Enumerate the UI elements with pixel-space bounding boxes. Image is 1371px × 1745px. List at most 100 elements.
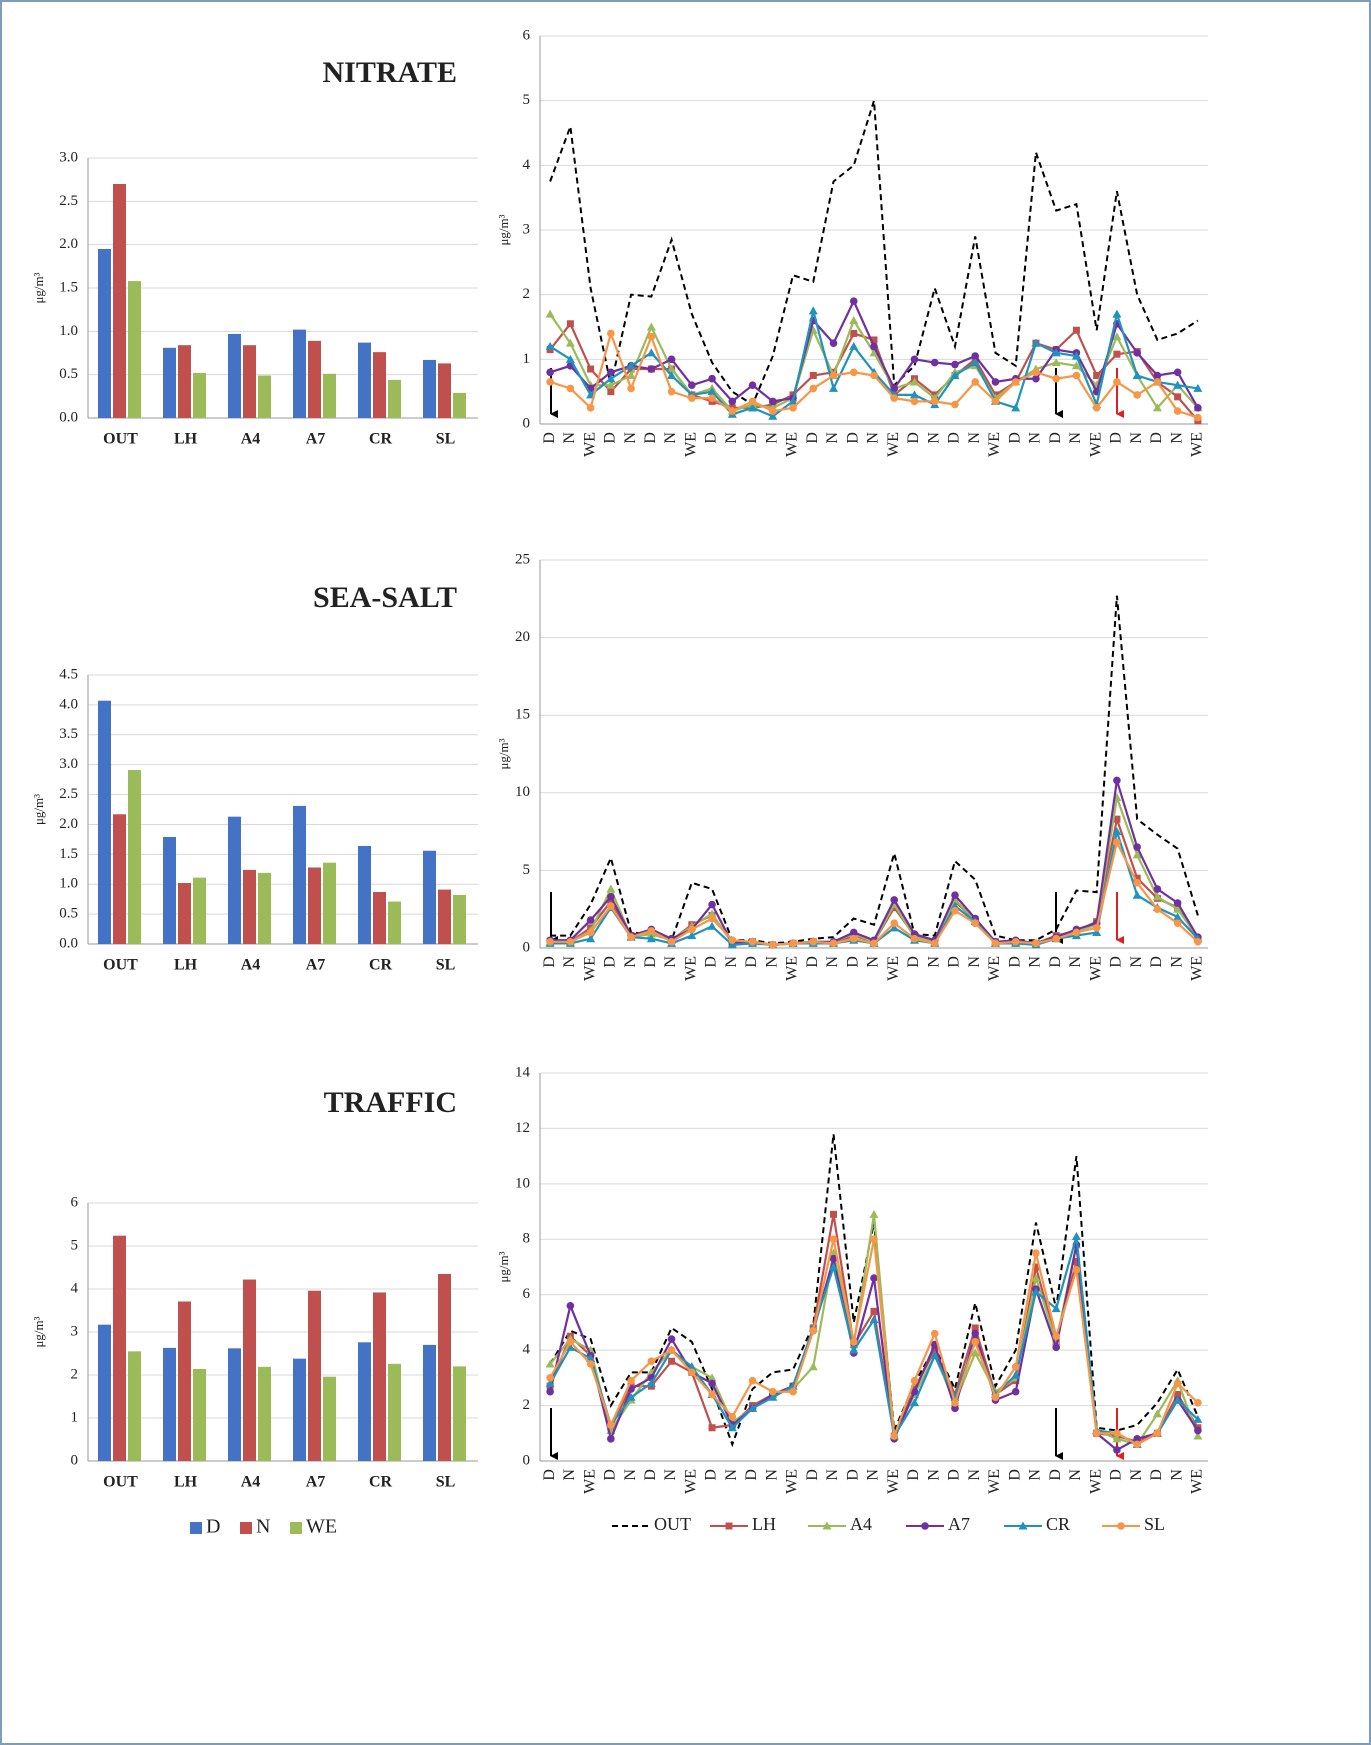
- bar: [438, 889, 451, 944]
- marker: [1174, 393, 1182, 401]
- x-tick-label: WE: [1087, 432, 1104, 457]
- marker: [849, 928, 858, 937]
- legend-label: D: [206, 1516, 220, 1538]
- marker: [546, 1387, 554, 1396]
- bar: [193, 877, 206, 944]
- marker: [1174, 1390, 1182, 1398]
- marker: [1153, 371, 1162, 380]
- y-tick-label: 5: [71, 1237, 79, 1253]
- y-tick-label: 1.0: [59, 876, 78, 892]
- x-tick-label: D: [1108, 432, 1125, 444]
- marker: [545, 341, 555, 350]
- marker: [1193, 1431, 1203, 1440]
- legend-marker: [1117, 1522, 1125, 1530]
- marker: [708, 914, 716, 923]
- marker: [668, 1357, 676, 1365]
- bar: [293, 1358, 306, 1461]
- marker: [1072, 928, 1081, 937]
- marker: [849, 934, 858, 943]
- marker: [607, 1421, 615, 1429]
- x-tick-label: N: [1067, 432, 1084, 444]
- marker: [951, 891, 959, 900]
- marker: [1173, 380, 1183, 389]
- marker: [1011, 1370, 1021, 1379]
- legend-label: OUT: [654, 1514, 691, 1534]
- marker: [748, 937, 757, 946]
- marker: [586, 404, 595, 412]
- x-tick-label: N: [763, 432, 780, 444]
- x-tick-label: D: [905, 1469, 922, 1481]
- x-tick-label: D: [642, 956, 659, 968]
- marker: [627, 933, 635, 941]
- marker: [809, 937, 818, 946]
- y-tick-label: 0: [71, 1452, 79, 1468]
- x-tick-label: N: [1027, 956, 1044, 968]
- marker: [768, 1392, 778, 1401]
- marker: [1052, 1343, 1060, 1352]
- line: [549, 309, 1199, 418]
- x-tick-label: N: [966, 956, 983, 968]
- x-tick-label: D: [541, 956, 558, 968]
- marker: [687, 931, 697, 940]
- x-tick-label: D: [844, 956, 861, 968]
- bar: [308, 867, 321, 944]
- bar: [98, 1324, 111, 1461]
- marker: [586, 916, 595, 924]
- marker: [1052, 1332, 1060, 1341]
- legend-marker: [822, 1521, 832, 1530]
- legend-label: A7: [948, 1514, 970, 1534]
- y-tick-label: 4: [523, 1342, 531, 1358]
- marker: [971, 1338, 980, 1346]
- x-tick-label: N: [925, 1469, 942, 1481]
- bar: [128, 1351, 141, 1461]
- marker: [870, 342, 878, 351]
- x-tick-label: D: [804, 956, 821, 968]
- marker: [1113, 1446, 1121, 1454]
- marker: [748, 381, 757, 390]
- marker: [1133, 843, 1141, 851]
- marker: [545, 1378, 555, 1387]
- legend-label: SL: [1144, 1514, 1165, 1534]
- x-tick-label: N: [622, 1469, 639, 1481]
- y-tick-label: 10: [515, 1175, 530, 1191]
- marker: [647, 332, 656, 341]
- marker: [708, 1379, 716, 1388]
- x-tick-label: N: [561, 956, 578, 968]
- bar: [438, 1273, 451, 1461]
- x-tick-label: N: [824, 956, 841, 968]
- y-tick-label: 2: [523, 286, 531, 302]
- marker: [890, 896, 899, 904]
- marker: [646, 348, 656, 357]
- x-tick-label: WE: [1087, 1469, 1104, 1494]
- bar: [453, 894, 466, 944]
- line: [550, 780, 1199, 947]
- x-tick-label: OUT: [103, 431, 138, 448]
- marker: [829, 339, 838, 347]
- marker: [1032, 1263, 1040, 1271]
- bar: [113, 814, 126, 944]
- x-tick-label: N: [662, 956, 679, 968]
- marker: [565, 338, 575, 347]
- y-tick-label: 4.0: [59, 696, 78, 712]
- marker: [1133, 874, 1141, 882]
- x-tick-label: N: [622, 432, 639, 444]
- y-tick-label: 3.5: [59, 726, 78, 742]
- marker: [566, 320, 574, 328]
- marker: [1092, 1429, 1101, 1438]
- marker: [646, 1378, 656, 1387]
- marker: [707, 909, 717, 918]
- x-tick-label: D: [743, 1469, 760, 1481]
- marker: [667, 1346, 676, 1354]
- y-tick-label: 6: [523, 27, 531, 43]
- legend-label: WE: [306, 1516, 337, 1538]
- marker: [627, 384, 635, 393]
- marker: [1133, 1440, 1141, 1449]
- x-tick-label: N: [865, 956, 882, 968]
- x-tick-label: D: [602, 432, 619, 444]
- marker: [1132, 371, 1142, 379]
- marker: [931, 1346, 939, 1354]
- y-axis-label: μg/m³: [31, 1316, 46, 1347]
- marker: [607, 1435, 615, 1443]
- marker: [1133, 349, 1141, 357]
- marker: [728, 397, 737, 406]
